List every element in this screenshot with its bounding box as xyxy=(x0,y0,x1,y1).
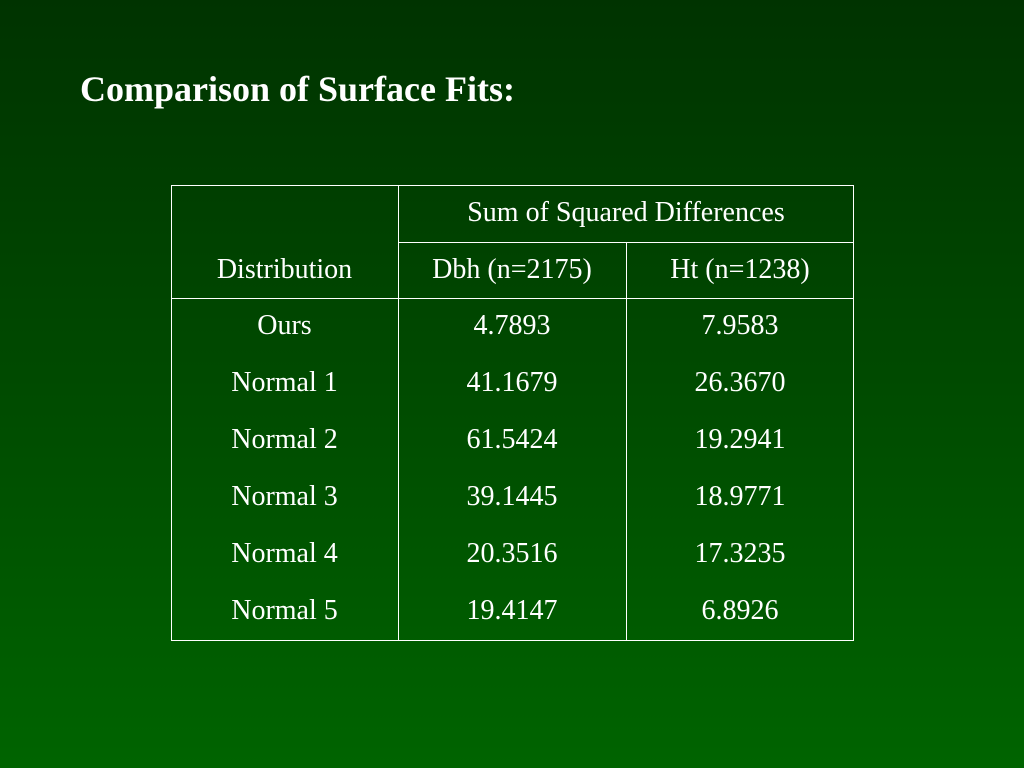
table-cell: 61.5424 xyxy=(466,424,558,455)
column-header: Dbh (n=2175) xyxy=(432,254,592,285)
column-header: Distribution xyxy=(216,254,353,285)
row-label: Normal 1 xyxy=(231,367,338,398)
column-header: Ht (n=1238) xyxy=(670,254,810,285)
table-cell: 18.9771 xyxy=(694,481,786,512)
table-cell: 7.9583 xyxy=(701,310,779,341)
table-cell: 41.1679 xyxy=(466,367,558,398)
table-cell: 19.2941 xyxy=(694,424,786,455)
table-cell: 6.8926 xyxy=(701,595,779,626)
column-divider xyxy=(626,242,627,641)
row-divider xyxy=(398,242,854,243)
group-header: Sum of Squared Differences xyxy=(467,197,785,228)
table-cell: 26.3670 xyxy=(694,367,786,398)
table-cell: 17.3235 xyxy=(694,538,786,569)
table-cell: 19.4147 xyxy=(466,595,558,626)
table-cell: 4.7893 xyxy=(473,310,551,341)
row-label: Ours xyxy=(257,310,312,341)
table-cell: 20.3516 xyxy=(466,538,558,569)
row-label: Normal 3 xyxy=(231,481,338,512)
column-divider xyxy=(398,185,399,641)
row-label: Normal 4 xyxy=(231,538,338,569)
row-divider xyxy=(171,298,854,299)
slide-title: Comparison of Surface Fits: xyxy=(80,69,515,109)
row-label: Normal 5 xyxy=(231,595,338,626)
table-cell: 39.1445 xyxy=(466,481,558,512)
row-label: Normal 2 xyxy=(231,424,338,455)
table-border xyxy=(171,185,854,641)
